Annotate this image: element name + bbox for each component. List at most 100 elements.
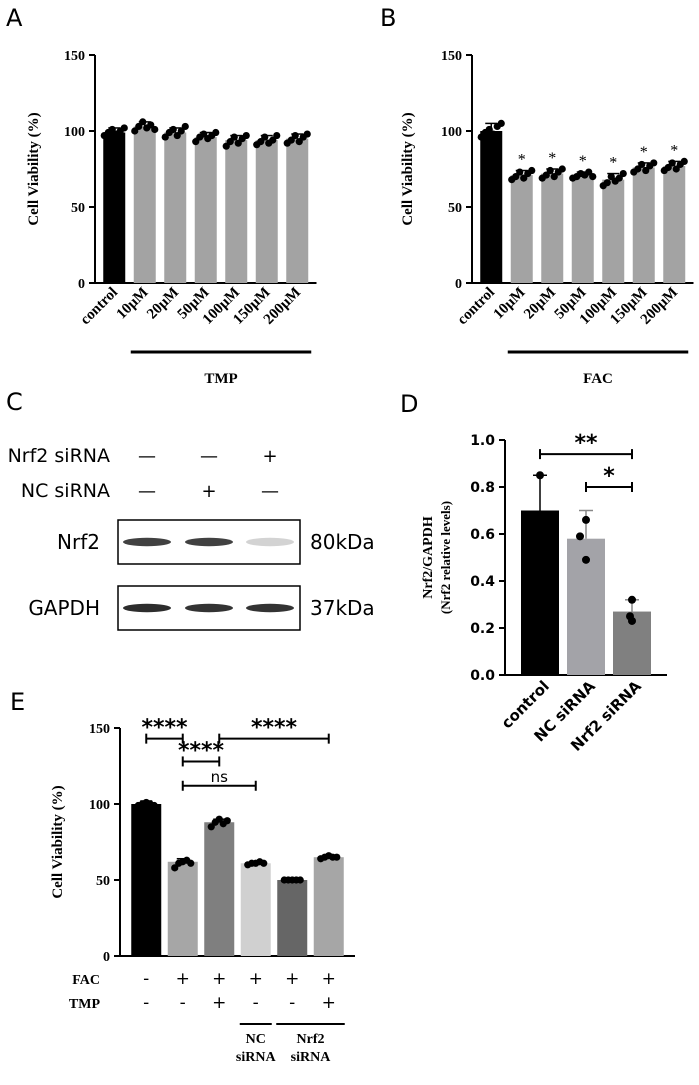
protein-label: Nrf2 xyxy=(57,530,100,554)
data-point xyxy=(151,125,159,134)
treatment-sign: + xyxy=(322,969,336,989)
y-tick-label: 50 xyxy=(96,874,110,889)
data-point xyxy=(242,131,250,140)
data-point xyxy=(489,130,497,138)
blot-band xyxy=(246,537,294,547)
data-point xyxy=(589,173,597,181)
treatment-label: Nrf2 siRNA xyxy=(8,445,110,467)
y-tick-label: 0.2 xyxy=(470,621,495,637)
bar xyxy=(225,140,248,283)
bar xyxy=(167,861,198,956)
data-point xyxy=(223,817,231,825)
y-tick-label: 150 xyxy=(89,722,110,737)
data-point xyxy=(230,133,238,141)
group-label: TMP xyxy=(204,371,237,387)
panel-label-a: A xyxy=(6,4,23,32)
panel-label-e: E xyxy=(10,688,25,716)
y-tick-label: 0.4 xyxy=(470,574,495,590)
data-point xyxy=(628,616,636,625)
data-point xyxy=(668,159,676,167)
significance-label: * xyxy=(548,150,556,167)
blot-band xyxy=(185,603,233,613)
data-point xyxy=(139,118,147,126)
panel-label-d: D xyxy=(400,390,418,418)
y-tick-label: 100 xyxy=(441,125,462,140)
blot-band xyxy=(123,603,171,613)
bar xyxy=(313,857,344,956)
y-tick-label: 150 xyxy=(64,49,85,64)
y-axis-label: Cell Viability (%) xyxy=(400,112,416,225)
y-axis-label: Cell Viability (%) xyxy=(50,785,66,898)
sirna-group-label: siRNA xyxy=(236,1050,277,1065)
data-point xyxy=(528,166,536,175)
y-axis-label-2: (Nrf2 relative levels) xyxy=(438,501,453,614)
data-point xyxy=(576,532,584,541)
data-point xyxy=(516,168,524,176)
bar xyxy=(521,510,559,675)
treatment-sign: - xyxy=(143,969,149,989)
x-tick-label: 20μM xyxy=(521,285,559,323)
significance-label: **** xyxy=(141,716,188,741)
treatment-sign: + xyxy=(201,481,216,502)
data-point xyxy=(296,876,304,884)
significance-label: ** xyxy=(574,431,598,456)
bar xyxy=(204,822,235,956)
data-point xyxy=(150,801,158,810)
bar xyxy=(541,173,564,283)
treatment-sign: — xyxy=(138,481,156,502)
data-point xyxy=(546,166,554,175)
sirna-group-label: NC xyxy=(246,1032,266,1047)
molecular-weight-label: 37kDa xyxy=(310,596,375,620)
y-tick-label: 0 xyxy=(78,277,85,292)
y-axis-label: Nrf2/GAPDH xyxy=(421,516,436,599)
bar xyxy=(286,138,309,283)
data-point xyxy=(628,595,636,604)
x-tick-label: 20μM xyxy=(144,285,182,323)
bar xyxy=(103,132,126,283)
sirna-group-label: siRNA xyxy=(291,1050,332,1065)
y-tick-label: 0.6 xyxy=(470,527,495,543)
data-point xyxy=(169,125,177,134)
data-point xyxy=(680,157,688,165)
data-point xyxy=(260,859,268,867)
y-tick-label: 100 xyxy=(64,125,85,140)
chart-e: 0 50 100 150 Cell Viability (%) FAC - + + + + + TMP -… xyxy=(50,716,355,1065)
treatment-label: FAC xyxy=(72,973,100,988)
bar xyxy=(240,863,271,956)
treatment-sign: - xyxy=(253,993,259,1013)
significance-label: * xyxy=(670,142,678,159)
panel-label-b: B xyxy=(380,4,396,32)
treatment-sign: + xyxy=(249,969,263,989)
treatment-sign: + xyxy=(285,969,299,989)
data-point xyxy=(603,179,611,187)
data-point xyxy=(303,130,311,138)
data-point xyxy=(650,159,658,167)
significance-label: * xyxy=(579,153,587,170)
x-tick-label: 10μM xyxy=(114,285,152,323)
significance-label: * xyxy=(640,144,648,161)
data-point xyxy=(582,515,590,524)
y-tick-label: 0 xyxy=(103,950,110,965)
treatment-sign: - xyxy=(289,993,295,1013)
data-point xyxy=(181,122,189,131)
treatment-sign: + xyxy=(212,993,226,1013)
western-blot: Nrf2 siRNA — — + NC siRNA — + — Nrf2 80kDa GAPDH 37… xyxy=(8,445,375,631)
bar xyxy=(571,175,594,283)
chart-d: 0.0 0.2 0.4 0.6 0.8 1.0 Nrf2/GAPDH (Nrf2 relati… xyxy=(421,431,667,755)
y-axis-label: Cell Viability (%) xyxy=(26,112,42,225)
y-tick-label: 50 xyxy=(448,201,462,216)
y-tick-label: 150 xyxy=(441,49,462,64)
data-point xyxy=(273,131,281,140)
y-tick-label: 50 xyxy=(71,201,85,216)
y-tick-label: 100 xyxy=(89,798,110,813)
group-label: FAC xyxy=(583,371,613,387)
significance-label: **** xyxy=(178,738,225,763)
data-point xyxy=(537,520,545,529)
y-tick-label: 0 xyxy=(455,277,462,292)
treatment-sign: + xyxy=(176,969,190,989)
bar xyxy=(131,804,162,956)
y-tick-label: 1.0 xyxy=(470,433,495,449)
treatment-sign: + xyxy=(262,446,277,467)
treatment-sign: - xyxy=(143,993,149,1013)
